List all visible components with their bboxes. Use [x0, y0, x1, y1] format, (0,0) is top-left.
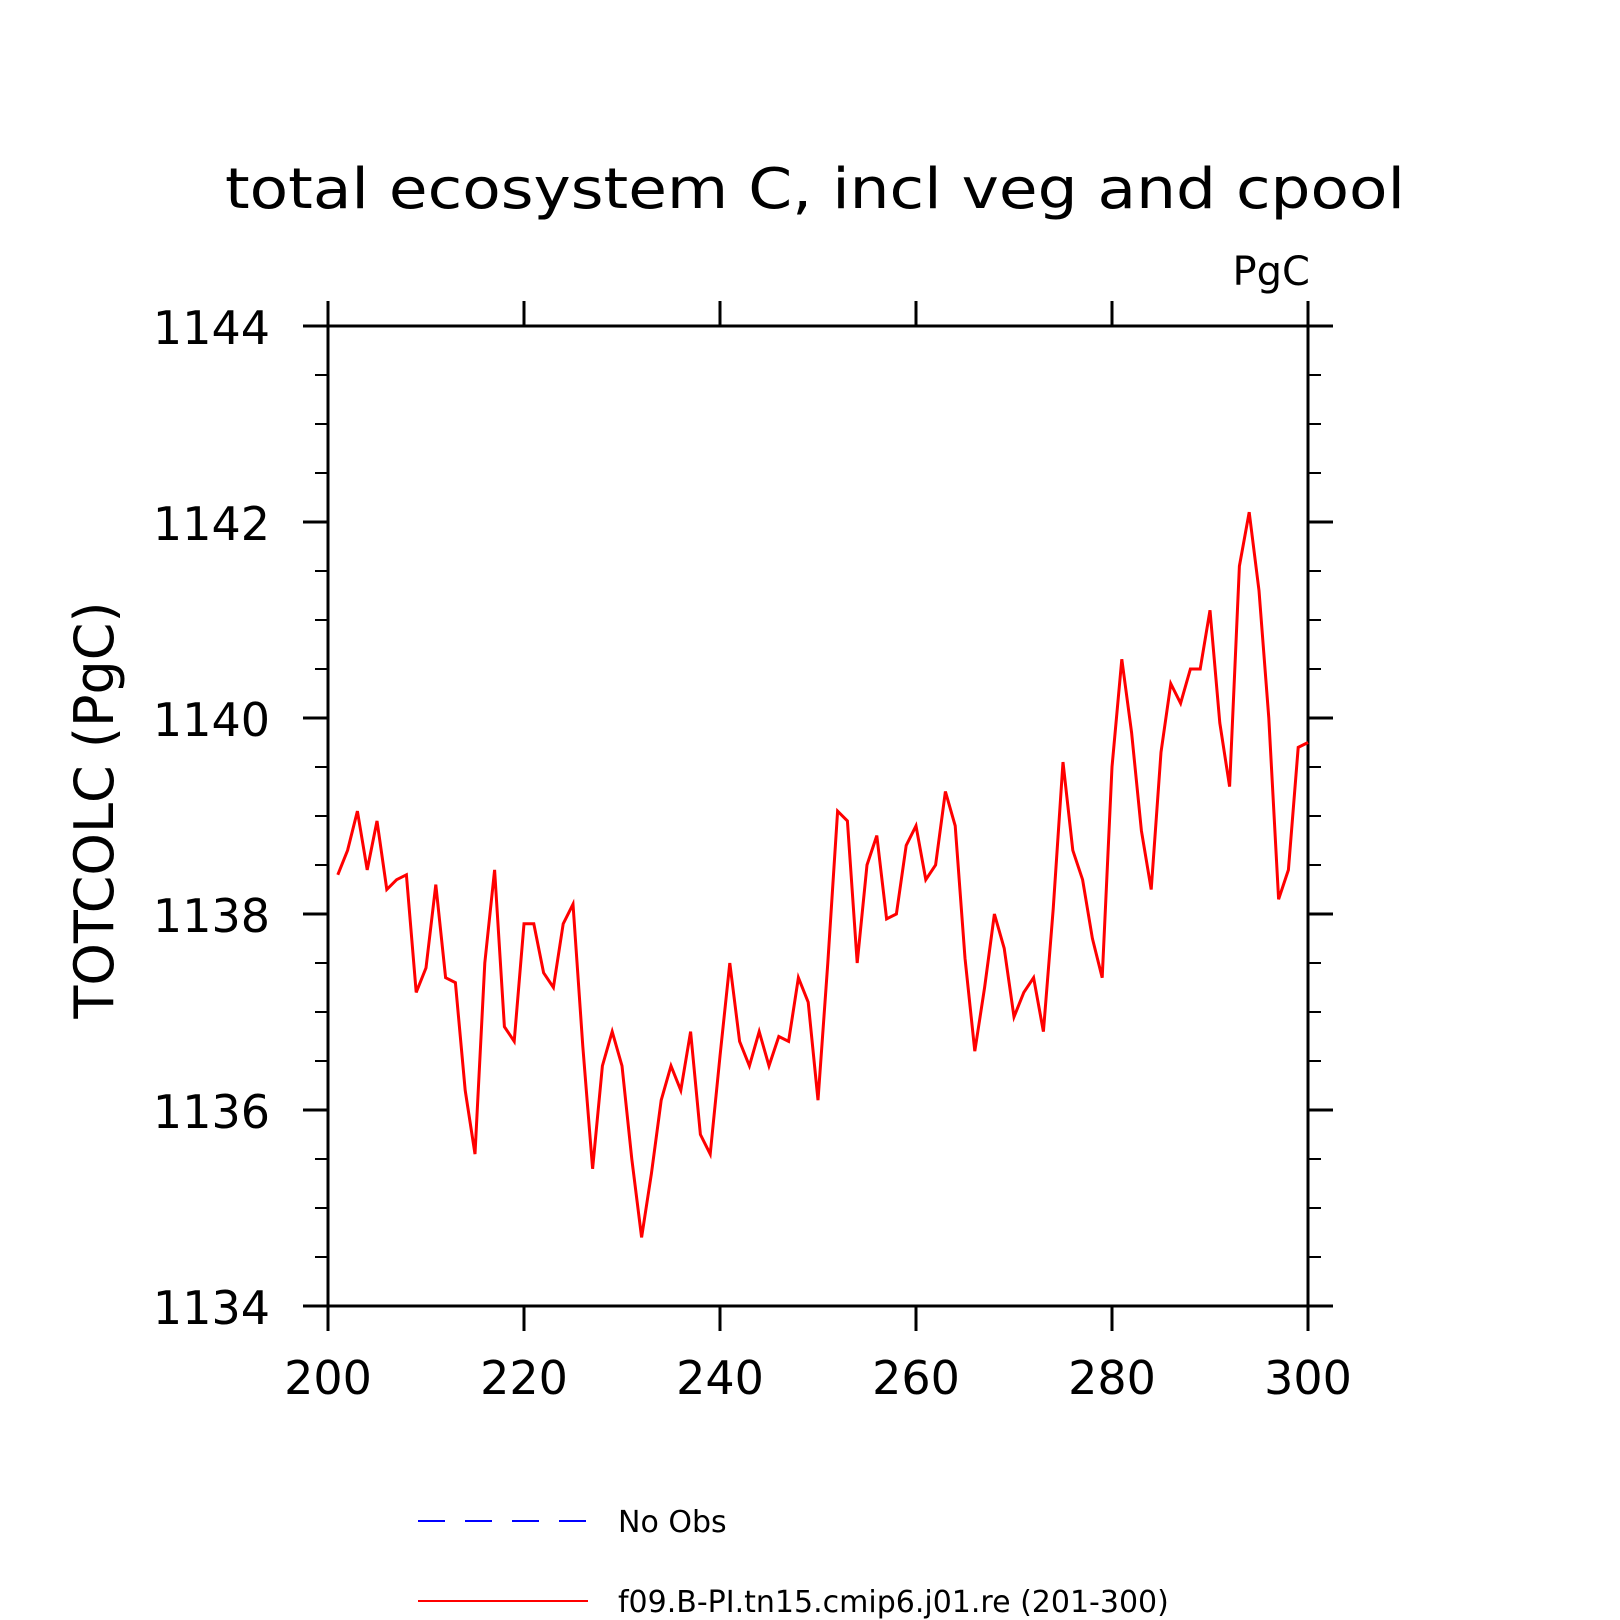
series-line-1 — [336, 511, 1309, 1238]
series-layer — [336, 511, 1309, 1238]
y-tick-label: 1142 — [153, 497, 270, 551]
x-tick-label: 300 — [1264, 1351, 1352, 1405]
plot-frame — [326, 324, 1310, 1308]
y-tick-labels: 1134 1136 1138 1140 1142 1144 — [153, 301, 270, 1335]
axis-ticks — [303, 301, 1333, 1331]
x-tick-labels: 200 220 240 260 280 300 — [284, 1351, 1352, 1405]
y-tick-label: 1140 — [153, 693, 270, 747]
legend-label-1: f09.B-PI.tn15.cmip6.j01.re (201-300) — [618, 1585, 1169, 1620]
x-tick-label: 240 — [676, 1351, 764, 1405]
y-axis-label: TOTCOLC (PgC) — [63, 601, 126, 1019]
y-tick-label: 1136 — [153, 1085, 270, 1139]
x-tick-label: 200 — [284, 1351, 372, 1405]
x-tick-label: 220 — [480, 1351, 568, 1405]
x-tick-label: 280 — [1068, 1351, 1156, 1405]
chart-title: total ecosystem C, incl veg and cpool — [225, 157, 1405, 222]
y-tick-label: 1144 — [153, 301, 270, 355]
x-tick-label: 260 — [872, 1351, 960, 1405]
y-tick-label: 1134 — [153, 1281, 270, 1335]
legend: No Obs f09.B-PI.tn15.cmip6.j01.re (201-30… — [418, 1505, 1169, 1620]
y-tick-label: 1138 — [153, 889, 270, 943]
units-label: PgC — [1233, 249, 1310, 295]
legend-label-0: No Obs — [618, 1505, 727, 1540]
